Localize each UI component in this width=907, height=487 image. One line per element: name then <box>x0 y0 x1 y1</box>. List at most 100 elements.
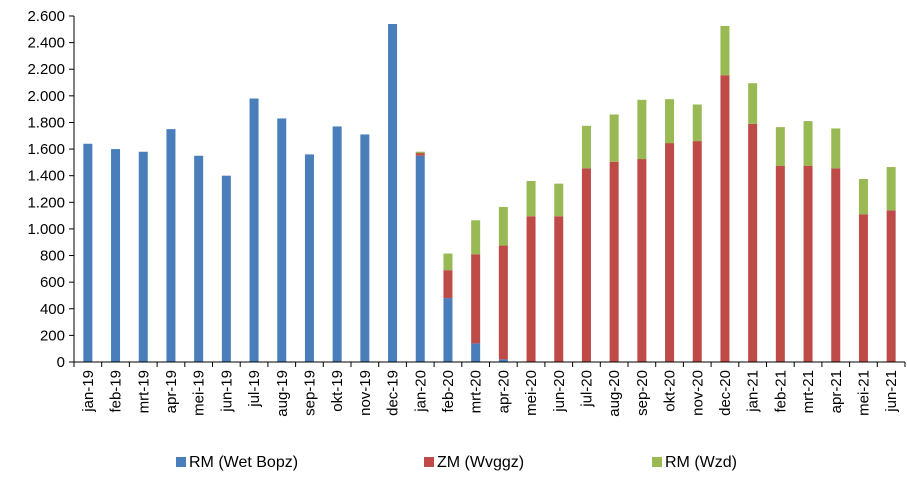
x-tick-label: jun-20 <box>551 370 568 413</box>
bar-segment-rm-wzd <box>526 181 536 217</box>
bar-segment-rm-wet-bopz <box>304 154 314 362</box>
bar-segment-rm-wzd <box>775 127 785 166</box>
x-tick-label: feb-21 <box>772 370 789 413</box>
x-tick-label: mrt-21 <box>800 370 817 413</box>
x-tick-label: apr-21 <box>828 370 845 413</box>
bar-segment-zm-wvggz <box>886 210 896 362</box>
bar-segment-rm-wzd <box>831 128 841 169</box>
x-tick-label: jan-21 <box>745 370 762 413</box>
x-tick-label: aug-20 <box>606 370 623 417</box>
y-tick-label: 800 <box>40 248 65 265</box>
x-tick-label: mrt-19 <box>135 370 152 413</box>
bar-segment-rm-wet-bopz <box>166 129 176 362</box>
bar-segment-rm-wzd <box>858 179 868 215</box>
x-tick-label: aug-19 <box>274 370 291 417</box>
bar-segment-rm-wet-bopz <box>249 98 259 362</box>
bar-segment-rm-wzd <box>748 83 758 124</box>
bar-segment-zm-wvggz <box>748 123 758 363</box>
legend-label: RM (Wet Bopz) <box>189 454 298 471</box>
bar-segment-rm-wet-bopz <box>111 149 121 362</box>
bar-segment-rm-wzd <box>637 99 647 160</box>
bar-segment-rm-wzd <box>886 167 896 211</box>
x-tick-label: apr-20 <box>495 370 512 413</box>
bar-segment-zm-wvggz <box>581 168 591 362</box>
y-tick-label: 0 <box>57 354 65 371</box>
bar-segment-rm-wzd <box>443 253 453 271</box>
bar-segment-rm-wet-bopz <box>443 298 453 362</box>
bars-layer <box>83 23 896 363</box>
legend-swatch <box>176 457 186 467</box>
y-tick-label: 600 <box>40 274 65 291</box>
bar-segment-rm-wzd <box>665 99 675 144</box>
bar-segment-rm-wet-bopz <box>332 126 342 362</box>
bar-segment-rm-wet-bopz <box>221 175 231 362</box>
bar-segment-zm-wvggz <box>498 245 508 360</box>
bar-segment-rm-wzd <box>692 104 702 142</box>
bar-segment-rm-wzd <box>581 125 591 169</box>
x-tick-label: jan-20 <box>412 370 429 413</box>
y-tick-label: 2.200 <box>27 61 65 78</box>
x-tick-label: jan-19 <box>80 370 97 413</box>
x-tick-label: mrt-20 <box>468 370 485 413</box>
y-tick-label: 1.000 <box>27 221 65 238</box>
bar-segment-zm-wvggz <box>803 165 813 362</box>
x-tick-label: okt-19 <box>329 370 346 412</box>
bar-segment-zm-wvggz <box>415 153 425 156</box>
bar-segment-zm-wvggz <box>692 141 702 362</box>
bar-segment-rm-wzd <box>554 183 564 217</box>
bar-segment-zm-wvggz <box>609 161 619 362</box>
x-tick-label: mei-21 <box>855 370 872 416</box>
x-tick-label: jul-19 <box>246 370 263 408</box>
legend-label: ZM (Wvggz) <box>437 454 524 471</box>
x-tick-label: jun-19 <box>218 370 235 413</box>
y-tick-label: 2.400 <box>27 35 65 52</box>
legend-swatch <box>652 457 662 467</box>
bar-segment-zm-wvggz <box>665 143 675 362</box>
legend: RM (Wet Bopz) ZM (Wvggz) RM (Wzd) <box>176 454 737 471</box>
bar-segment-rm-wzd <box>415 151 425 154</box>
bar-segment-rm-wzd <box>803 121 813 166</box>
bar-segment-rm-wet-bopz <box>194 155 204 362</box>
bar-segment-zm-wvggz <box>554 216 564 362</box>
x-tick-label: mei-20 <box>523 370 540 416</box>
x-tick-label: mei-19 <box>191 370 208 416</box>
x-tick-label: dec-19 <box>385 370 402 416</box>
x-tick-label: sep-19 <box>301 370 318 416</box>
bar-segment-rm-wet-bopz <box>471 343 481 362</box>
bar-segment-rm-wet-bopz <box>498 359 508 362</box>
x-tick-label: feb-19 <box>108 370 125 413</box>
x-tick-label: jul-20 <box>578 370 595 408</box>
bar-segment-zm-wvggz <box>858 214 868 362</box>
y-tick-label: 1.400 <box>27 168 65 185</box>
y-tick-label: 2.600 <box>27 8 65 25</box>
bar-segment-rm-wzd <box>498 206 508 246</box>
bar-segment-rm-wet-bopz <box>83 143 93 362</box>
x-tick-label: sep-20 <box>634 370 651 416</box>
bar-segment-zm-wvggz <box>831 168 841 362</box>
y-tick-label: 1.600 <box>27 141 65 158</box>
y-axis: 0 200 400 600 800 1.000 1.200 1.400 1.600 1.800 2.… <box>27 8 75 371</box>
x-tick-label: nov-20 <box>689 370 706 416</box>
bar-segment-zm-wvggz <box>443 270 453 299</box>
y-tick-label: 1.200 <box>27 194 65 211</box>
bar-segment-rm-wzd <box>471 220 481 255</box>
bar-segment-zm-wvggz <box>637 159 647 362</box>
bar-segment-zm-wvggz <box>526 216 536 362</box>
x-tick-label: dec-20 <box>717 370 734 416</box>
bar-segment-rm-wet-bopz <box>388 23 398 362</box>
bar-segment-rm-wet-bopz <box>138 151 148 362</box>
x-tick-label: jun-21 <box>883 370 900 413</box>
bar-segment-zm-wvggz <box>775 165 785 362</box>
y-tick-label: 400 <box>40 301 65 318</box>
bar-segment-rm-wzd <box>609 114 619 162</box>
legend-swatch <box>424 457 434 467</box>
bar-segment-zm-wvggz <box>471 254 481 344</box>
legend-label: RM (Wzd) <box>665 454 737 471</box>
bar-segment-rm-wet-bopz <box>277 118 287 362</box>
bar-segment-rm-wet-bopz <box>360 134 370 362</box>
x-axis: jan-19 feb-19 mrt-19 apr-19 mei-19 jun-19 jul-… <box>73 361 906 417</box>
x-tick-label: okt-20 <box>662 370 679 412</box>
bar-segment-zm-wvggz <box>720 75 730 362</box>
bar-segment-rm-wzd <box>720 25 730 76</box>
